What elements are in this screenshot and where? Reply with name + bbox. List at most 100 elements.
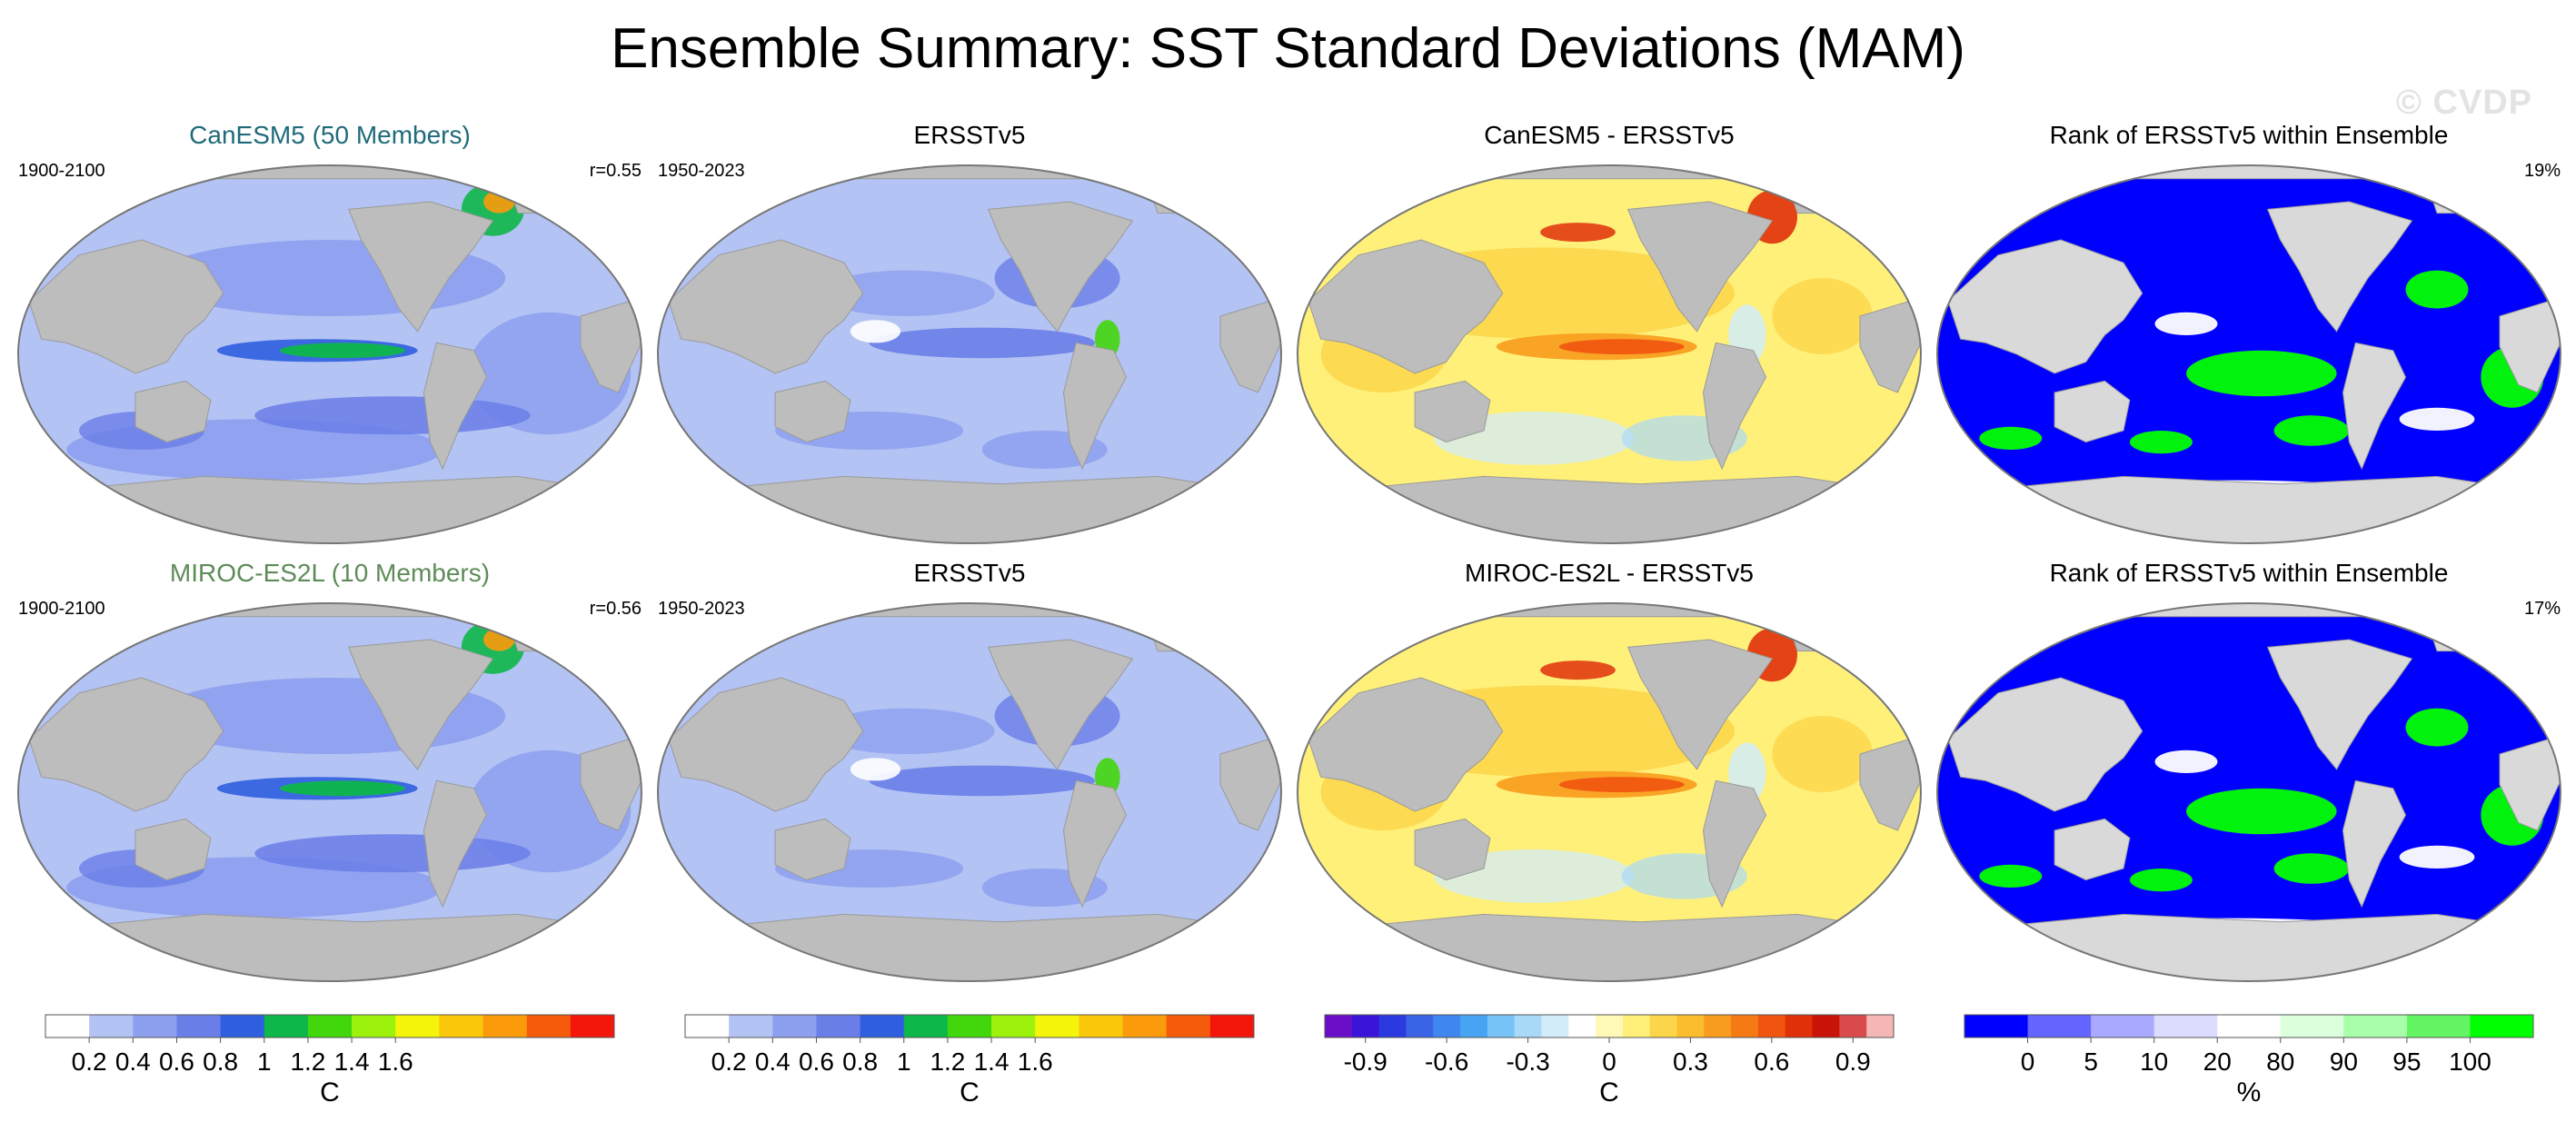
land-mass [347,639,494,770]
colorbar-tick-label: 0.3 [1673,1048,1708,1076]
colorbar-swatch [860,1015,905,1038]
colorbar-swatch [2091,1015,2155,1038]
land-mass [423,342,488,471]
colorbar-swatch [133,1015,177,1038]
field-contour [819,270,995,316]
land-mass [1308,239,1504,374]
field-contour [2405,270,2469,309]
colorbar-frame [1964,1014,2534,1038]
period-label: 1950-2023 [658,599,745,619]
colorbar-swatch [1649,1015,1678,1038]
field-contour [850,320,901,343]
colorbar-swatch [89,1015,134,1038]
colorbar-tick-label: 1.6 [1018,1048,1053,1076]
land-mass [658,475,1281,543]
field-contour [2129,869,2193,892]
colorbar-swatch [482,1015,528,1038]
land-mass [2054,818,2131,881]
colorbar-tick-label: 80 [2266,1048,2294,1076]
land-mass [1414,380,1491,443]
colorbar-swatch [1839,1015,1867,1038]
land-mass [1702,779,1767,909]
colorbar-unit: % [2237,1077,2262,1107]
field-contour [2154,312,2218,335]
map-panel-7: MIROC-ES2L - ERSSTv5 [1297,559,1922,982]
colorbar-swatch [1731,1015,1759,1038]
colorbar-swatch [1622,1015,1651,1038]
colorbar-tick-label: 0 [2021,1048,2035,1076]
field-contour [2186,350,2337,397]
period-label: 1900-2100 [18,161,105,181]
colorbar-swatch [729,1015,773,1038]
land-mass [658,913,1281,981]
colorbar-swatch [307,1015,353,1038]
field-contour [2273,853,2350,884]
colorbar-tick-label: 0.8 [203,1048,238,1076]
field-contour [2186,788,2337,835]
colorbar-tick-label: 1.6 [378,1048,413,1076]
colorbar-swatch [2470,1015,2534,1038]
land-mass [18,475,642,543]
field-contour [2399,845,2475,869]
land-mass [1947,239,2143,374]
land-mass [987,201,1134,333]
panel-title: CanESM5 - ERSSTv5 [1484,121,1734,149]
colorbar-swatch [1166,1015,1211,1038]
map-border [1297,602,1922,982]
colorbar-swatch [1704,1015,1732,1038]
colorbar-swatch [2343,1015,2408,1038]
land-mass [774,380,851,443]
colorbar-swatch [176,1015,222,1038]
colorbar-swatch [1487,1015,1516,1038]
colorbar-swatch [1035,1015,1079,1038]
colorbar-swatch [220,1015,265,1038]
field-contour [1979,426,2043,450]
colorbar-swatch [816,1015,861,1038]
colorbar-tick-label: 1.2 [930,1048,965,1076]
colorbar-3: -0.9 -0.6 -0.3 0 0.3 0.6 0.9 C [1324,1014,1895,1107]
land-mass [2266,201,2413,333]
map-panel-1: CanESM5 (50 Members) 1900-2100 r=0.55 [17,121,642,544]
colorbar-swatch [1351,1015,1380,1038]
land-mass [987,639,1134,770]
land-mass [2342,779,2407,909]
colorbar-swatch [1568,1015,1596,1038]
panel-title: MIROC-ES2L - ERSSTv5 [1465,559,1754,587]
colorbar-frame [45,1014,615,1038]
land-mass [28,239,224,374]
land-mass [1298,913,1921,981]
land-mass [347,201,494,333]
field-contour [1772,278,1873,354]
colorbar-swatch [1514,1015,1542,1038]
colorbar-tick-label: 0.4 [115,1048,151,1076]
land-mass [1947,677,2143,812]
field-contour [483,190,515,213]
colorbar-swatch [1541,1015,1569,1038]
colorbar-tick-label: 1.4 [334,1048,370,1076]
land-mass [1937,913,2561,981]
colorbar-swatch [2027,1015,2092,1038]
colorbar-swatch [352,1015,396,1038]
field-contour [1540,223,1616,243]
colorbar-swatch [1079,1015,1124,1038]
colorbar-tick-label: 0.2 [72,1048,107,1076]
map-panel-8: Rank of ERSSTv5 within Ensemble 17% [1936,559,2561,982]
field-contour [279,780,405,797]
map-panel-5: MIROC-ES2L (10 Members) 1900-2100 r=0.56 [17,559,642,982]
panel-title: ERSSTv5 [914,559,1026,587]
land-mass [423,779,488,909]
cvdp-watermark: © CVDP [2395,84,2532,122]
colorbar-tick-label: 1 [257,1048,272,1076]
field-contour [254,834,531,873]
field-contour [819,708,995,754]
colorbar-frame [684,1014,1255,1038]
colorbar-tick-label: 0.9 [1835,1048,1871,1076]
colorbar-swatch [395,1015,440,1038]
field-contour [2273,415,2350,446]
land-mass [134,818,212,881]
colorbar-swatch [1460,1015,1488,1038]
field-contour [869,327,1095,359]
colorbar-tick-label: 0.2 [711,1048,747,1076]
colorbar-tick-label: 0.4 [755,1048,791,1076]
